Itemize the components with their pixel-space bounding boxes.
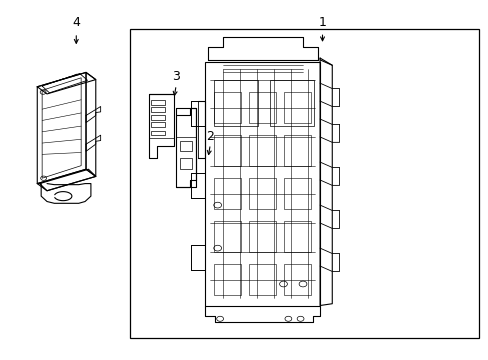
Bar <box>214 92 241 123</box>
Bar <box>151 100 164 105</box>
Bar <box>249 264 276 295</box>
Bar <box>249 135 276 166</box>
Text: 4: 4 <box>72 16 80 29</box>
Text: 3: 3 <box>172 69 180 82</box>
Bar <box>284 135 311 166</box>
Bar <box>284 264 311 295</box>
Bar <box>249 92 276 123</box>
Bar <box>180 158 191 169</box>
Bar <box>214 221 241 252</box>
Bar <box>151 115 164 120</box>
Bar <box>214 135 241 166</box>
Bar <box>205 62 320 306</box>
Bar <box>151 107 164 112</box>
Bar <box>284 178 311 209</box>
Text: 2: 2 <box>206 130 214 144</box>
Bar <box>151 122 164 127</box>
Bar <box>214 80 258 126</box>
Bar <box>180 140 191 151</box>
Bar <box>214 264 241 295</box>
Bar <box>130 30 478 338</box>
Bar <box>270 80 314 126</box>
Bar <box>214 178 241 209</box>
Bar <box>284 92 311 123</box>
Bar <box>249 221 276 252</box>
Text: 1: 1 <box>318 16 326 29</box>
Bar <box>249 178 276 209</box>
Bar <box>151 131 164 135</box>
Bar <box>284 221 311 252</box>
